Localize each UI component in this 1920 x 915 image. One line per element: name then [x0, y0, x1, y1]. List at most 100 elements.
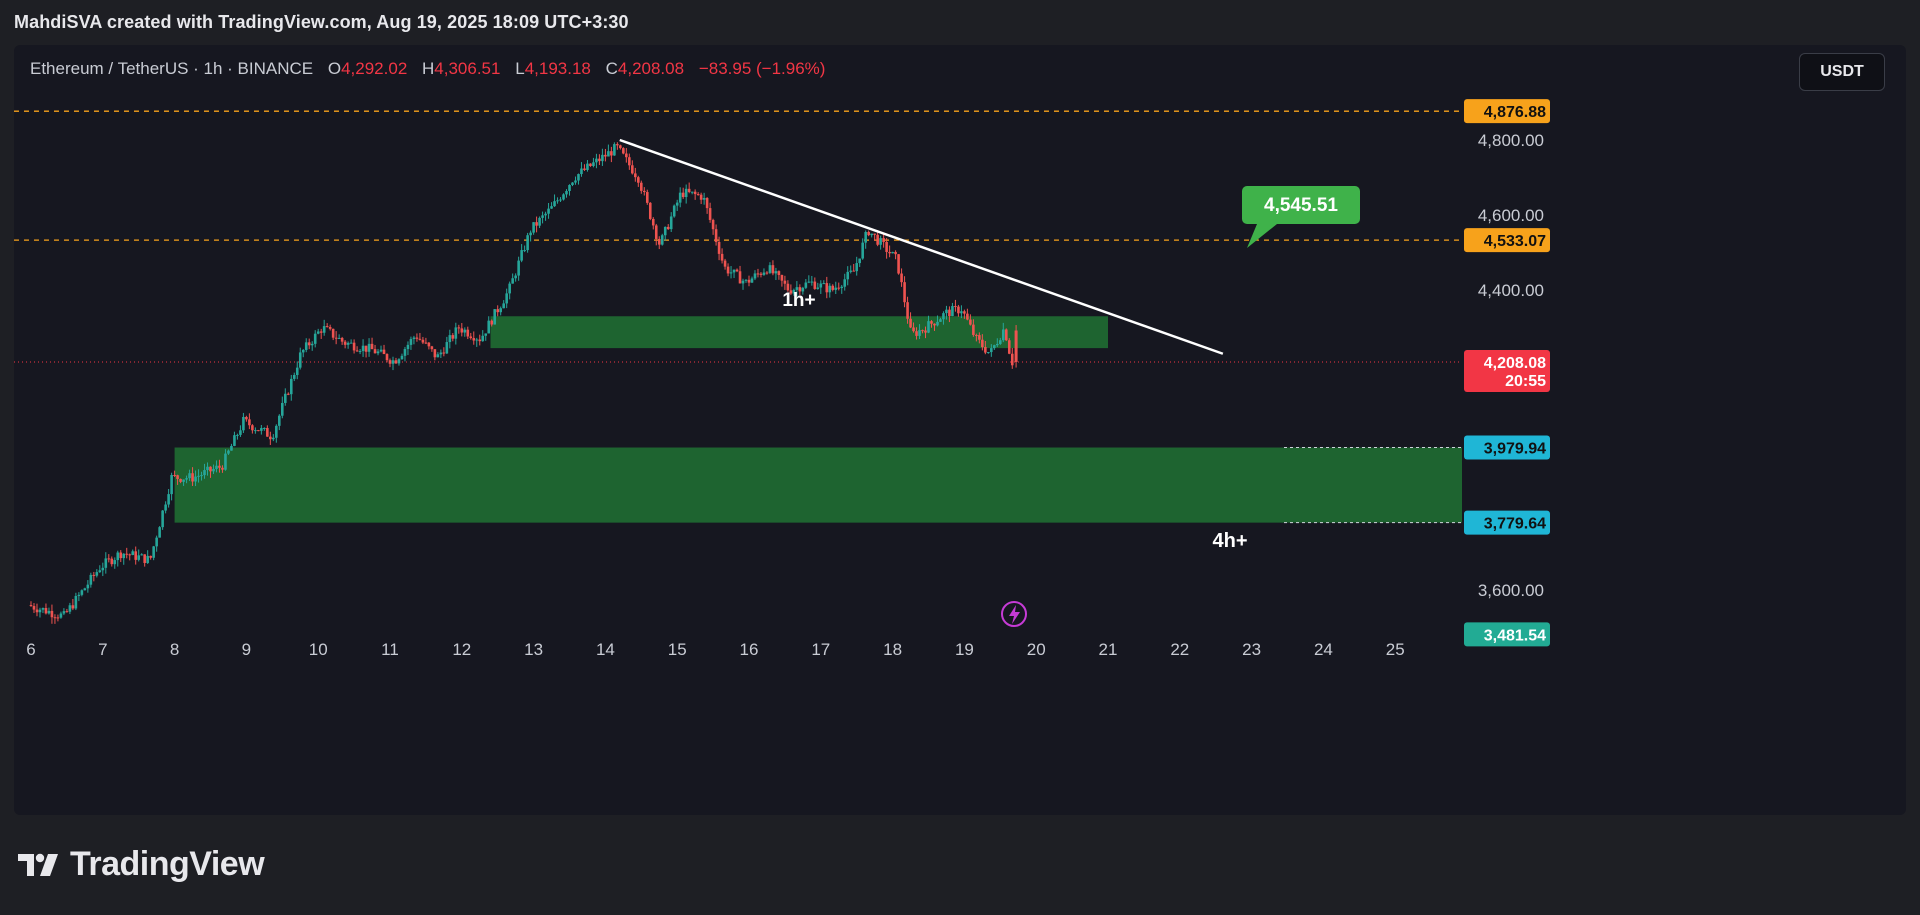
descending-trendline	[619, 138, 1224, 355]
candle-body	[80, 590, 84, 595]
candle-body	[194, 476, 197, 482]
candle-body	[29, 605, 33, 607]
tag-4876: 4,876.88	[1464, 99, 1550, 124]
tag-3979-bg	[1464, 435, 1550, 460]
candle-body	[678, 192, 682, 203]
candle-body	[589, 163, 592, 167]
candle-body	[475, 339, 479, 341]
candle-body	[47, 610, 51, 614]
candle-body	[134, 551, 138, 560]
candle-body	[756, 273, 760, 275]
candle-body	[298, 352, 302, 368]
candle-body	[681, 192, 685, 198]
candle-body	[909, 318, 912, 328]
candle-body	[155, 537, 158, 547]
candle-body	[499, 308, 502, 313]
candle-body	[493, 309, 497, 325]
candle-body	[200, 475, 203, 477]
symbol-name[interactable]: Ethereum / TetherUS · 1h · BINANCE	[30, 59, 314, 78]
candle-body	[927, 321, 930, 333]
tag-current-price-countdown: 20:55	[1505, 373, 1546, 390]
zone-label-4h: 4h+	[1212, 530, 1247, 552]
candle-body	[810, 281, 814, 283]
candle-body	[663, 226, 667, 236]
price-chart[interactable]: 6 7 8 9 10 11 12 13 14 15 16 17 18 19 20 21 22 23 24 25 4,80…	[14, 45, 1906, 815]
candle-body	[819, 283, 823, 288]
candle-body	[466, 329, 470, 337]
candle-body	[65, 611, 69, 613]
candle-body	[520, 250, 523, 261]
candle-body	[556, 200, 559, 202]
x-tick-label: 10	[309, 640, 328, 659]
candle-body	[74, 595, 78, 609]
candle-body	[98, 570, 102, 573]
candle-body	[304, 342, 308, 350]
last-candle-body	[1014, 330, 1018, 362]
zone-label-1h: 1h+	[782, 290, 815, 311]
candle-body	[999, 340, 1002, 344]
tradingview-logo: TradingView	[18, 845, 265, 884]
candle-body	[864, 232, 867, 243]
candle-body	[286, 393, 290, 395]
candle-body	[801, 287, 805, 292]
high-value: 4,306.51	[434, 59, 501, 78]
candle-body	[879, 238, 882, 245]
candle-body	[696, 194, 700, 196]
candle-body	[511, 278, 514, 284]
y-tick-label: 4,800.00	[1478, 131, 1544, 150]
axis-layer: 6 7 8 9 10 11 12 13 14 15 16 17 18 19 20 21 22 23 24 25 4,80…	[26, 131, 1544, 659]
candle-body	[990, 348, 993, 353]
low-value: 4,193.18	[524, 59, 591, 78]
candle-body	[867, 232, 870, 236]
chart-panel[interactable]: Ethereum / TetherUS · 1h · BINANCE O4,29…	[14, 45, 1906, 815]
candle-body	[538, 217, 541, 226]
candle-body	[807, 281, 811, 283]
candle-body	[164, 504, 167, 511]
candle-body	[918, 330, 921, 336]
candle-body	[185, 478, 188, 480]
candle-body	[382, 349, 386, 355]
candle-body	[747, 279, 751, 283]
candle-body	[239, 430, 242, 435]
candle-body	[451, 335, 455, 339]
candle-body	[35, 609, 39, 613]
candle-body	[792, 289, 796, 294]
candle-body	[346, 342, 350, 345]
tag-4876-text: 4,876.88	[1484, 104, 1546, 121]
candle-body	[541, 215, 544, 218]
candle-body	[230, 445, 233, 451]
candle-body	[325, 326, 329, 328]
candle-body	[672, 205, 676, 217]
candle-body	[583, 168, 586, 170]
candle-body	[897, 254, 900, 274]
candle-body	[601, 154, 604, 162]
candle-body	[645, 192, 649, 203]
candle-body	[921, 330, 924, 332]
candle-body	[352, 342, 356, 351]
x-tick-label: 25	[1386, 640, 1405, 659]
candle-body	[379, 349, 383, 352]
tag-3481-text: 3,481.54	[1484, 627, 1546, 644]
candle-body	[993, 345, 996, 349]
candle-body	[669, 216, 673, 230]
candle-body	[544, 213, 547, 216]
candle-body	[637, 177, 640, 183]
candle-body	[837, 287, 841, 289]
candle-body	[720, 253, 724, 261]
candle-body	[316, 331, 320, 334]
candle-body	[535, 222, 538, 226]
currency-button[interactable]: USDT	[1799, 53, 1885, 91]
candle-body	[188, 473, 191, 479]
candle-body	[547, 208, 550, 214]
candle-body	[394, 360, 398, 364]
candle-body	[143, 554, 146, 563]
candle-body	[828, 285, 832, 293]
x-tick-label: 24	[1314, 640, 1333, 659]
candle-body	[610, 151, 613, 156]
candle-body	[400, 355, 404, 360]
candle-body	[876, 234, 879, 245]
candle-body	[71, 605, 75, 609]
high-label: H	[422, 59, 435, 78]
candle-body	[310, 343, 314, 346]
candle-body	[391, 360, 395, 364]
